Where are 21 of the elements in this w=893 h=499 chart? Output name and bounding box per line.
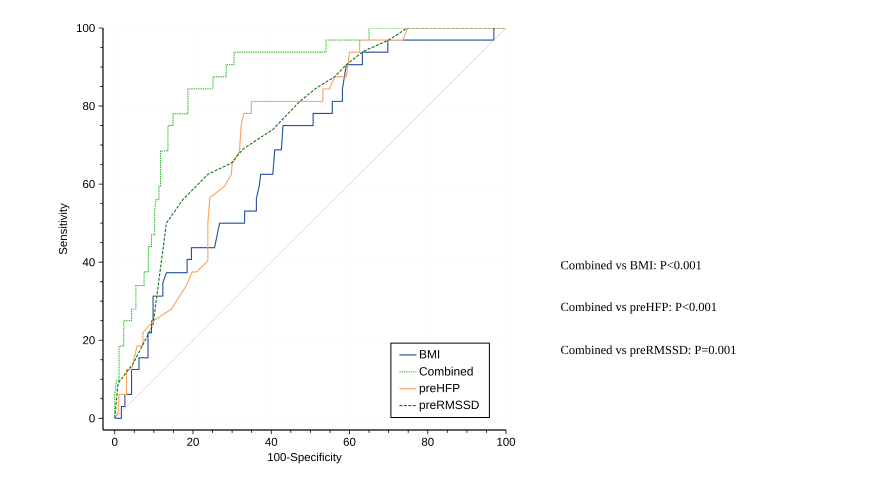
legend-label: preRMSSD <box>420 400 479 412</box>
text: Combined vs preRMSSD: P=0.001 <box>561 345 736 357</box>
text: Combined vs BMI: P<0.001 <box>561 260 702 270</box>
x-axis-title: 100-Specificity <box>268 452 342 464</box>
x-tick-label: 100 <box>497 438 516 446</box>
x-tick-label: 80 <box>422 438 434 446</box>
x-tick-label: 60 <box>344 438 356 446</box>
y-tick-label: 100 <box>76 24 95 32</box>
y-axis-title: Sensitivity <box>58 203 70 254</box>
legend-label: Combined <box>420 366 473 376</box>
y-tick-label: 60 <box>83 180 95 188</box>
legend-label: preHFP <box>420 384 460 395</box>
x-tick-label: 40 <box>265 438 278 446</box>
y-tick-label: 20 <box>83 336 95 344</box>
text: Combined vs preHFP: P<0.001 <box>561 302 716 314</box>
y-tick-label: 40 <box>82 258 95 266</box>
y-tick-label: 0 <box>89 414 95 422</box>
y-tick-label: 80 <box>82 102 95 110</box>
x-tick-label: 0 <box>112 438 118 446</box>
legend-label: BMI <box>420 350 440 358</box>
x-tick-label: 20 <box>187 438 199 446</box>
